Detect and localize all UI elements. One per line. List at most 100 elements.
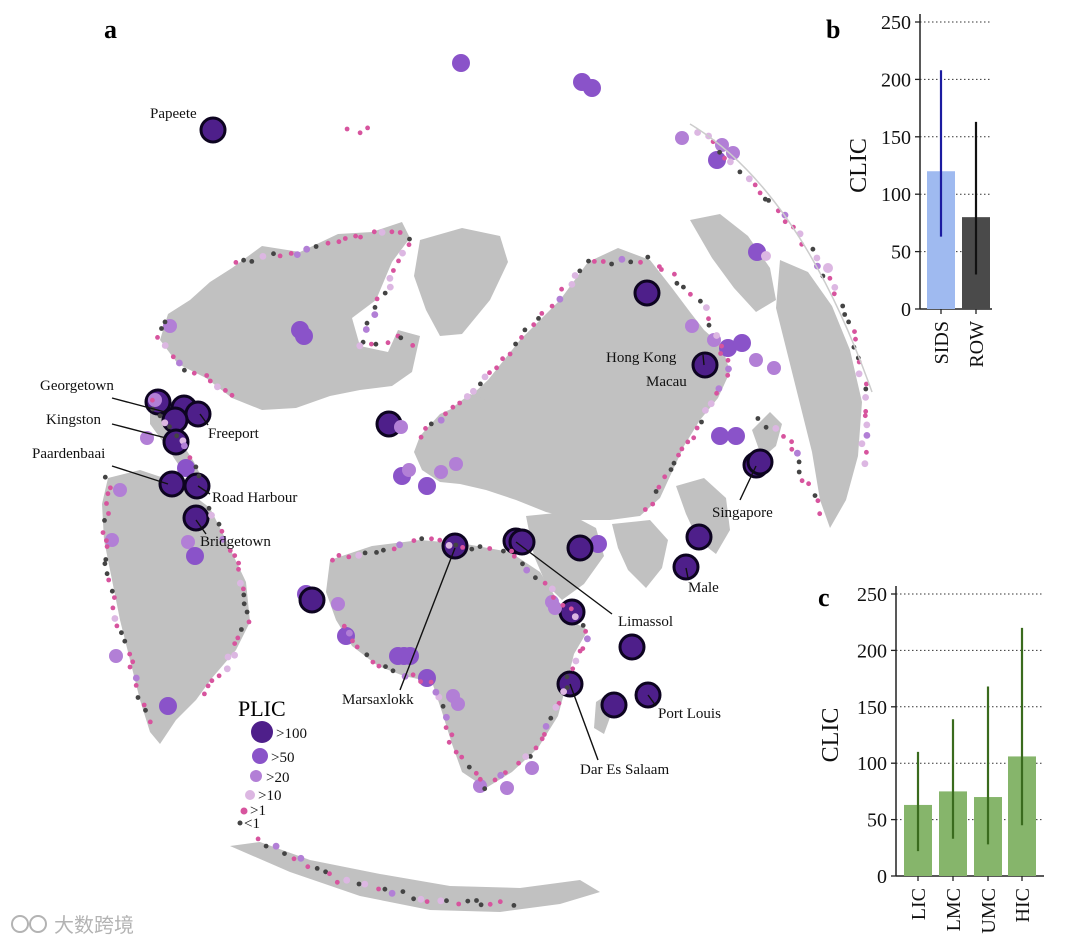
coast-port-dot <box>572 657 580 665</box>
coast-port-dot <box>187 455 193 461</box>
legend-swatch-10 <box>245 790 255 800</box>
coast-port-dot <box>255 836 261 842</box>
coast-port-dot <box>385 340 391 346</box>
coast-port-dot <box>362 326 370 333</box>
coast-port-dot <box>796 459 802 465</box>
coast-port-dot <box>609 261 614 267</box>
coast-port-dot <box>863 386 869 392</box>
coast-port-dot <box>437 537 443 543</box>
coast-port-dot <box>132 674 140 682</box>
coast-port-dot <box>386 283 394 291</box>
coast-port-dot <box>374 296 380 302</box>
port-marker <box>158 470 186 498</box>
coast-port-dot <box>216 673 222 679</box>
coast-port-dot <box>492 777 498 783</box>
coast-port-dot <box>497 771 505 779</box>
coast-port-dot <box>520 561 525 567</box>
port-marker <box>109 649 123 663</box>
coast-port-dot <box>650 501 656 507</box>
coast-port-dot <box>114 623 120 629</box>
coast-port-dot <box>100 530 106 535</box>
landmass-arabia <box>526 512 604 600</box>
coast-port-dot <box>382 886 388 892</box>
coast-port-dot <box>548 585 556 593</box>
coast-port-dot <box>223 388 228 393</box>
coast-port-dot <box>383 664 388 669</box>
coast-port-dot <box>782 219 788 225</box>
coast-port-dot <box>477 776 483 782</box>
coast-port-dot <box>205 683 211 689</box>
port-marker <box>181 535 195 549</box>
port-marker <box>600 691 628 719</box>
coast-port-dot <box>642 507 648 512</box>
coast-port-dot <box>105 491 111 497</box>
port-marker <box>761 251 771 261</box>
coast-port-dot <box>323 869 328 875</box>
coast-port-dot <box>862 413 868 419</box>
coast-port-dot <box>745 175 753 183</box>
coast-port-dot <box>789 446 795 452</box>
coast-port-dot <box>542 732 547 737</box>
coast-port-dot <box>112 595 117 600</box>
y-tick-label: 250 <box>881 12 911 34</box>
port-marker <box>691 351 719 379</box>
legend-label-1: >1 <box>250 803 266 819</box>
coast-port-dot <box>419 536 425 542</box>
coast-port-dot <box>861 460 869 468</box>
coast-port-dot <box>388 889 396 897</box>
port-marker <box>452 54 470 72</box>
coast-port-dot <box>815 498 821 504</box>
y-tick-label: 200 <box>857 640 887 662</box>
callout-lines <box>111 354 757 761</box>
coast-port-dot <box>130 659 136 665</box>
coast-port-dot <box>224 653 232 661</box>
coast-port-dot <box>653 489 659 494</box>
coast-port-dot <box>509 548 514 554</box>
coast-port-dot <box>236 560 242 566</box>
coast-port-dot <box>193 464 199 470</box>
coast-port-dot <box>494 365 499 371</box>
coast-port-dot <box>176 359 183 367</box>
coast-port-dot <box>536 316 541 321</box>
coast-port-dot <box>568 281 576 288</box>
coast-port-dot <box>291 856 297 862</box>
coast-port-dot <box>542 723 550 730</box>
coast-port-dot <box>376 663 382 669</box>
coast-port-dot <box>487 546 493 551</box>
label-marsaxlokk: Marsaxlokk <box>342 692 414 708</box>
coast-port-dot <box>313 244 319 249</box>
coast-port-dot <box>167 424 172 430</box>
coast-port-dot <box>799 478 805 484</box>
coast-port-dot <box>143 707 148 713</box>
coast-port-dot <box>571 272 579 279</box>
coast-port-dot <box>549 303 555 309</box>
coast-port-dot <box>456 901 462 907</box>
coast-port-dot <box>343 876 351 884</box>
panel-c-chart: c 0 50 100 150 200 250 CLIC LIC LMC UMC HIC <box>818 583 1044 934</box>
port-marker <box>727 427 745 445</box>
y-tick-label: 150 <box>881 127 911 149</box>
coast-port-dot <box>241 592 247 598</box>
landmass-south-america <box>102 470 250 744</box>
coast-port-dot <box>519 335 524 340</box>
coast-port-dot <box>437 416 445 424</box>
coast-port-dot <box>564 685 570 690</box>
port-marker <box>199 116 227 144</box>
coast-port-dot <box>812 493 818 498</box>
coast-port-dot <box>583 629 588 634</box>
port-labels: Papeete Georgetown Kingston Paardenbaai … <box>32 106 773 778</box>
legend-label-100: >100 <box>276 726 307 742</box>
coast-port-dot <box>511 553 517 559</box>
landmass-scandinavia <box>436 394 486 440</box>
coast-port-dot <box>864 381 869 387</box>
coast-port-dot <box>355 551 363 559</box>
coast-port-dot <box>473 770 479 776</box>
port-marker <box>525 761 539 775</box>
coast-port-dot <box>481 373 489 381</box>
coast-port-dot <box>428 679 434 685</box>
coast-port-dot <box>424 899 430 904</box>
y-tick-label: 100 <box>857 753 887 775</box>
port-marker <box>685 319 699 333</box>
coast-port-dot <box>478 381 483 387</box>
coast-port-dot <box>239 627 244 632</box>
